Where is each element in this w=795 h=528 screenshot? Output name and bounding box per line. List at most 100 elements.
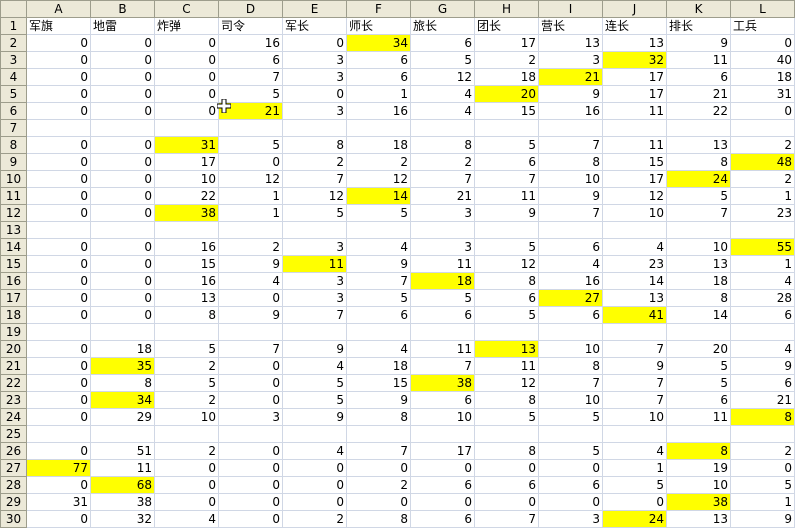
data-cell[interactable]: 0 — [26, 306, 91, 324]
data-cell[interactable]: 14 — [666, 306, 731, 324]
data-cell[interactable]: 28 — [730, 289, 795, 307]
data-cell[interactable] — [346, 119, 411, 137]
data-cell[interactable]: 40 — [730, 51, 795, 69]
data-cell[interactable]: 7 — [282, 306, 347, 324]
data-cell[interactable] — [90, 425, 155, 443]
data-cell[interactable]: 13 — [602, 34, 667, 52]
data-cell[interactable]: 5 — [218, 136, 283, 154]
highlighted-cell[interactable]: 38 — [410, 374, 475, 392]
data-cell[interactable]: 0 — [282, 459, 347, 477]
data-cell[interactable]: 9 — [730, 357, 795, 375]
row-header[interactable]: 2 — [0, 34, 27, 52]
data-cell[interactable]: 3 — [282, 51, 347, 69]
data-cell[interactable]: 4 — [346, 238, 411, 256]
data-cell[interactable] — [218, 119, 283, 137]
data-cell[interactable]: 8 — [474, 391, 539, 409]
data-cell[interactable]: 5 — [474, 408, 539, 426]
data-cell[interactable]: 0 — [90, 289, 155, 307]
select-all-corner[interactable] — [0, 0, 27, 18]
highlighted-cell[interactable]: 8 — [730, 408, 795, 426]
data-cell[interactable]: 1 — [218, 204, 283, 222]
data-cell[interactable]: 0 — [26, 340, 91, 358]
data-cell[interactable] — [474, 323, 539, 341]
data-cell[interactable]: 0 — [26, 374, 91, 392]
data-cell[interactable] — [730, 119, 795, 137]
data-cell[interactable]: 6 — [538, 306, 603, 324]
data-cell[interactable]: 15 — [474, 102, 539, 120]
row-header[interactable]: 9 — [0, 153, 27, 171]
data-cell[interactable]: 0 — [218, 153, 283, 171]
data-cell[interactable]: 0 — [90, 255, 155, 273]
data-cell[interactable]: 5 — [282, 204, 347, 222]
data-cell[interactable]: 2 — [346, 153, 411, 171]
data-cell[interactable]: 0 — [90, 68, 155, 86]
data-cell[interactable]: 5 — [410, 289, 475, 307]
data-cell[interactable]: 2 — [474, 51, 539, 69]
data-cell[interactable]: 17 — [474, 34, 539, 52]
row-header[interactable]: 3 — [0, 51, 27, 69]
data-cell[interactable] — [26, 425, 91, 443]
data-cell[interactable] — [282, 119, 347, 137]
data-cell[interactable]: 7 — [538, 374, 603, 392]
data-cell[interactable]: 0 — [282, 476, 347, 494]
highlighted-cell[interactable]: 55 — [730, 238, 795, 256]
data-cell[interactable]: 29 — [90, 408, 155, 426]
data-cell[interactable]: 0 — [90, 170, 155, 188]
row-header[interactable]: 18 — [0, 306, 27, 324]
data-cell[interactable]: 7 — [410, 170, 475, 188]
data-cell[interactable] — [730, 323, 795, 341]
data-cell[interactable]: 0 — [154, 51, 219, 69]
data-cell[interactable]: 4 — [218, 272, 283, 290]
data-cell[interactable] — [154, 323, 219, 341]
data-cell[interactable]: 11 — [602, 136, 667, 154]
data-cell[interactable] — [538, 425, 603, 443]
header-cell[interactable]: 司令 — [218, 17, 283, 35]
row-header[interactable]: 21 — [0, 357, 27, 375]
data-cell[interactable]: 4 — [602, 238, 667, 256]
data-cell[interactable]: 20 — [666, 340, 731, 358]
data-cell[interactable] — [666, 221, 731, 239]
data-cell[interactable]: 3 — [410, 204, 475, 222]
data-cell[interactable]: 4 — [538, 255, 603, 273]
row-header[interactable]: 16 — [0, 272, 27, 290]
data-cell[interactable]: 0 — [90, 187, 155, 205]
data-cell[interactable] — [410, 119, 475, 137]
data-cell[interactable]: 0 — [26, 170, 91, 188]
data-cell[interactable]: 0 — [346, 459, 411, 477]
data-cell[interactable] — [474, 425, 539, 443]
data-cell[interactable] — [154, 425, 219, 443]
data-cell[interactable]: 0 — [218, 374, 283, 392]
data-cell[interactable]: 2 — [154, 391, 219, 409]
column-header-c[interactable]: C — [154, 0, 219, 18]
data-cell[interactable]: 5 — [346, 204, 411, 222]
data-cell[interactable]: 0 — [26, 357, 91, 375]
data-cell[interactable]: 7 — [666, 204, 731, 222]
data-cell[interactable]: 11 — [666, 51, 731, 69]
data-cell[interactable]: 13 — [602, 289, 667, 307]
data-cell[interactable]: 7 — [538, 136, 603, 154]
data-cell[interactable]: 0 — [218, 459, 283, 477]
data-cell[interactable]: 2 — [154, 357, 219, 375]
data-cell[interactable]: 2 — [282, 153, 347, 171]
data-cell[interactable]: 18 — [666, 272, 731, 290]
data-cell[interactable]: 23 — [730, 204, 795, 222]
data-cell[interactable] — [666, 425, 731, 443]
data-cell[interactable]: 0 — [602, 493, 667, 511]
highlighted-cell[interactable]: 11 — [282, 255, 347, 273]
data-cell[interactable] — [538, 119, 603, 137]
data-cell[interactable]: 1 — [730, 493, 795, 511]
data-cell[interactable]: 0 — [218, 357, 283, 375]
data-cell[interactable]: 2 — [730, 136, 795, 154]
data-cell[interactable]: 7 — [218, 68, 283, 86]
data-cell[interactable]: 10 — [538, 170, 603, 188]
data-cell[interactable]: 1 — [346, 85, 411, 103]
row-header[interactable]: 28 — [0, 476, 27, 494]
data-cell[interactable]: 13 — [666, 255, 731, 273]
data-cell[interactable]: 0 — [90, 51, 155, 69]
header-cell[interactable]: 军旗 — [26, 17, 91, 35]
data-cell[interactable]: 9 — [538, 85, 603, 103]
data-cell[interactable]: 4 — [602, 442, 667, 460]
column-header-e[interactable]: E — [282, 0, 347, 18]
data-cell[interactable] — [602, 323, 667, 341]
data-cell[interactable]: 2 — [410, 153, 475, 171]
